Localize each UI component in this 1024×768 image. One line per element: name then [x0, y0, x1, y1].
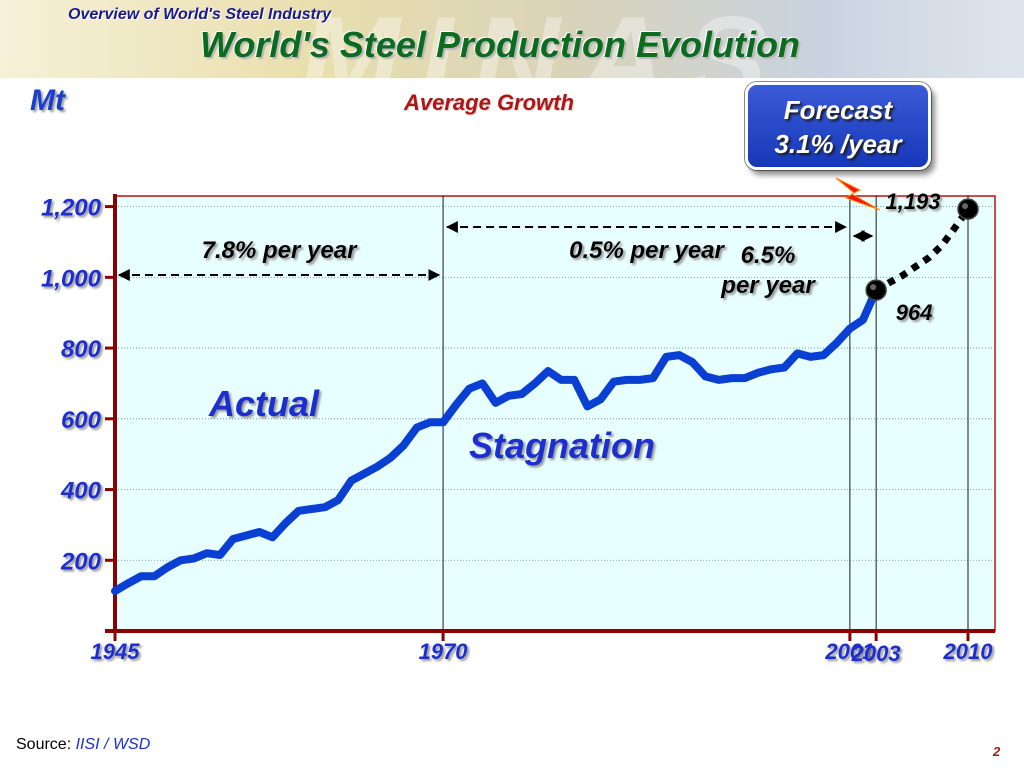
- source-label: Source:: [16, 736, 72, 753]
- x-tick-label: 2003: [851, 641, 901, 666]
- plot-area: [114, 195, 996, 632]
- y-tick-label: 1,000: [41, 265, 102, 292]
- data-point-highlight: [962, 203, 968, 210]
- y-tick-label: 1,200: [41, 195, 102, 222]
- source-note: Source: IISI / WSD: [16, 736, 150, 754]
- phase-label: Stagnation: [469, 425, 655, 466]
- forecast-label: Forecast: [783, 95, 893, 125]
- y-tick-label: 800: [61, 336, 102, 363]
- source-name: IISI / WSD: [75, 736, 151, 753]
- header-banner: MINAS: [0, 0, 1024, 126]
- page-number: 2: [993, 744, 1001, 759]
- data-point-marker: [865, 279, 887, 301]
- data-point-marker: [957, 198, 979, 220]
- x-tick-label: 2001: [824, 639, 874, 664]
- y-tick-label: 400: [60, 478, 102, 505]
- banner-watermark: MINAS: [300, 0, 787, 126]
- forecast-callout: Forecast 3.1% /year: [745, 82, 931, 170]
- y-axis-unit-label: Mt: [30, 84, 65, 117]
- forecast-rate: 3.1% /year: [774, 129, 902, 159]
- growth-rate-label: 7.8% per year: [202, 237, 358, 264]
- growth-rate-label-line2: per year: [720, 272, 816, 299]
- page-title: World's Steel Production Evolution: [200, 24, 800, 65]
- y-tick-label: 200: [60, 548, 102, 575]
- growth-rate-label: 6.5%: [741, 242, 796, 269]
- section-title: Overview of World's Steel Industry: [68, 6, 332, 23]
- x-tick-label: 2010: [943, 639, 994, 664]
- average-growth-heading: Average Growth: [404, 90, 574, 115]
- y-tick-label: 600: [61, 407, 102, 434]
- growth-rate-label: 0.5% per year: [569, 237, 725, 264]
- data-point-highlight: [870, 284, 877, 291]
- x-tick-label: 1945: [91, 639, 141, 664]
- phase-label: Actual: [208, 383, 320, 424]
- forecast-dotted-line: [874, 207, 971, 294]
- actual-production-line: [111, 286, 881, 595]
- data-point-label: 964: [896, 300, 933, 325]
- lightning-bolt-icon: [835, 177, 881, 211]
- data-point-label: 1,193: [885, 189, 940, 214]
- x-tick-label: 1970: [419, 639, 469, 664]
